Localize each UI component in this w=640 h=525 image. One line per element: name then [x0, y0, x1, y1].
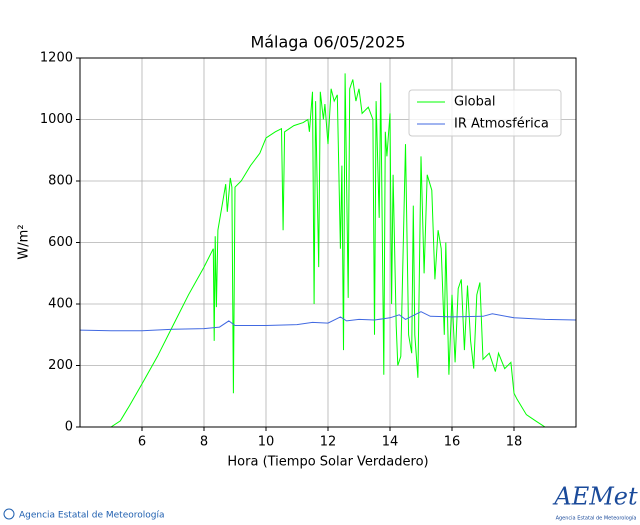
- plot-frame: [79, 57, 577, 428]
- y-tick-label: 400: [48, 297, 73, 312]
- y-tick-label: 1000: [40, 112, 73, 127]
- x-tick-label: 6: [138, 435, 146, 450]
- footer-left: Agencia Estatal de Meteorología: [3, 508, 165, 521]
- logo-subtitle: Agencia Estatal de Meteorología: [556, 515, 637, 522]
- y-tick-label: 600: [48, 235, 73, 250]
- x-axis-label: Hora (Tiempo Solar Verdadero): [227, 455, 428, 470]
- y-tick-label: 1200: [40, 51, 73, 66]
- logo: AEMet Agencia Estatal de Meteorología: [552, 483, 638, 522]
- legend-label: IR Atmosférica: [454, 117, 549, 132]
- legend-box: [408, 89, 562, 137]
- y-tick-label: 0: [65, 420, 73, 435]
- x-tick-label: 16: [444, 435, 461, 450]
- x-tick-label: 12: [320, 435, 337, 450]
- y-tick-label: 200: [48, 358, 73, 373]
- legend-label: Global: [454, 95, 495, 110]
- agency-name: Agencia Estatal de Meteorología: [19, 511, 165, 521]
- x-tick-label: 10: [258, 435, 275, 450]
- y-tick-label: 800: [48, 174, 73, 189]
- copyright-icon: [3, 508, 15, 520]
- series-line: [80, 73, 576, 428]
- x-tick-label: 18: [506, 435, 523, 450]
- y-axis-label: W/m²: [17, 224, 32, 259]
- x-tick-label: 8: [200, 435, 208, 450]
- logo-text: AEMet: [552, 483, 638, 511]
- chart-title: Málaga 06/05/2025: [250, 33, 405, 52]
- series-line: [79, 311, 577, 332]
- x-tick-label: 14: [382, 435, 399, 450]
